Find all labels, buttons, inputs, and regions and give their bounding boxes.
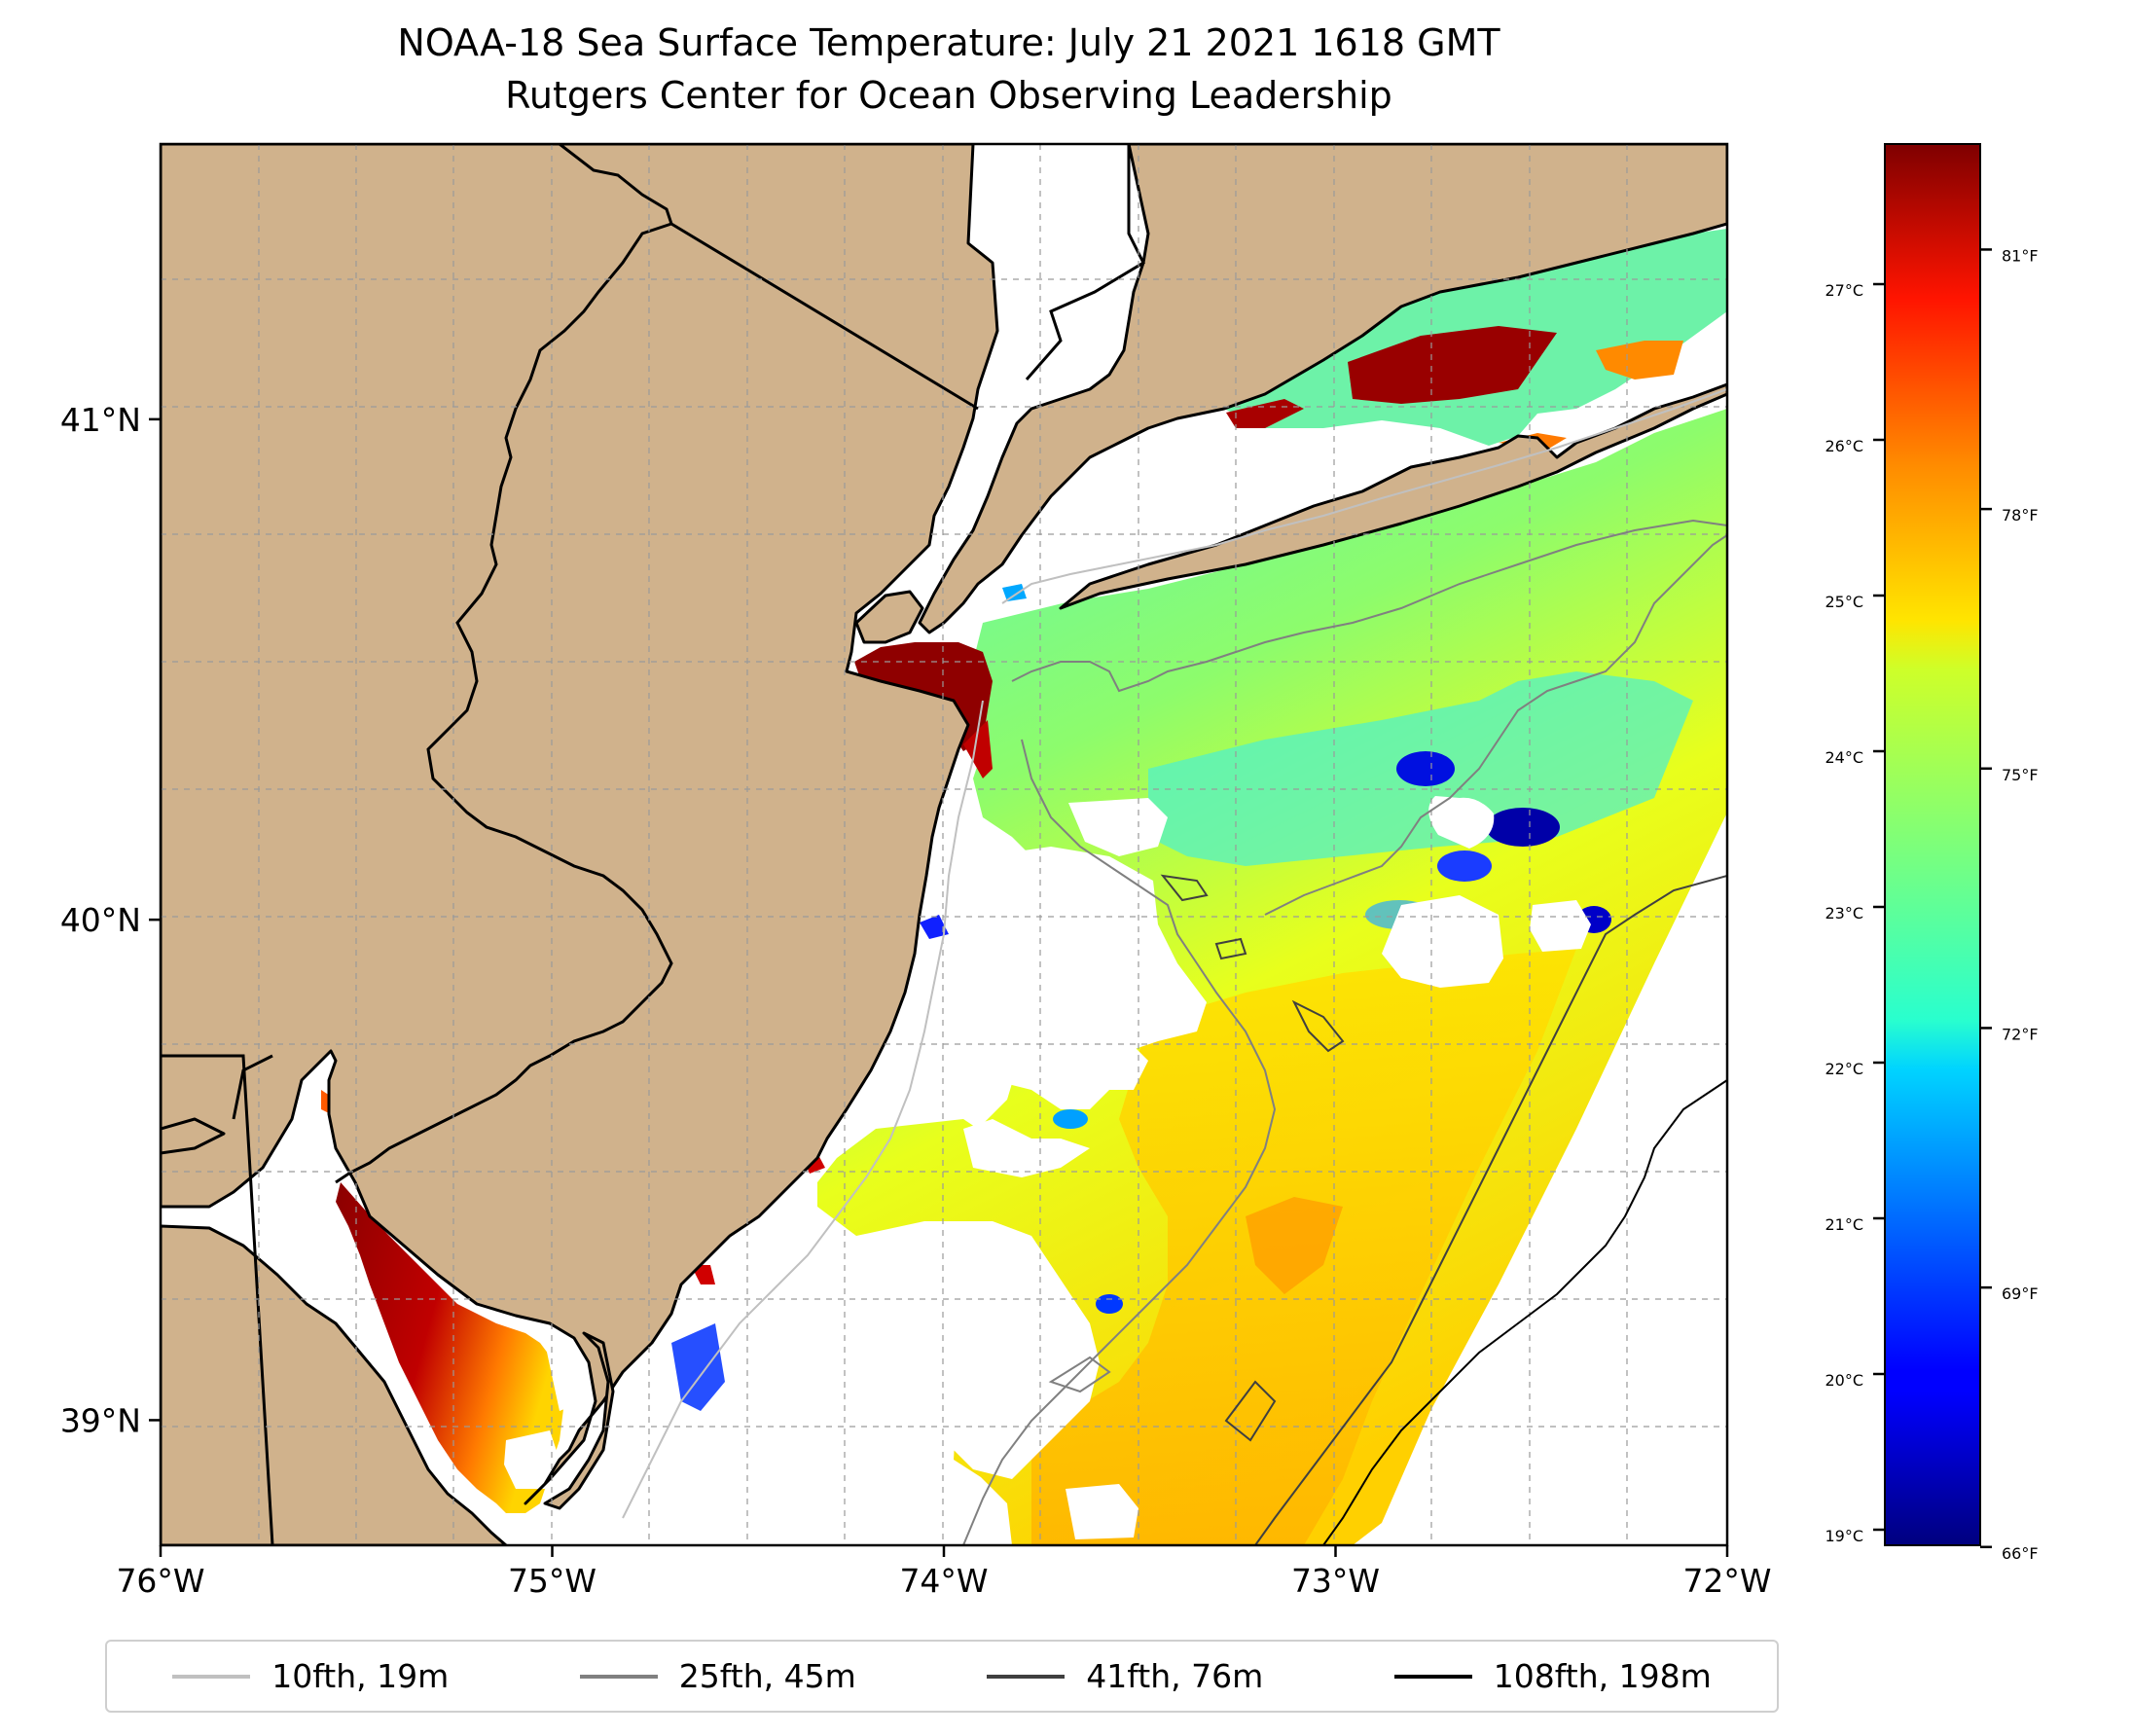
- isobath-contours: [622, 388, 1727, 1545]
- celsius-tick-label: 27°C: [1825, 281, 1863, 300]
- legend-entry: 41fth, 76m: [987, 1657, 1263, 1695]
- fahrenheit-tick-label: 75°F: [2002, 766, 2039, 784]
- legend-line-swatch: [1393, 1674, 1472, 1679]
- celsius-tick-label: 20°C: [1825, 1371, 1863, 1390]
- legend-label: 10fth, 19m: [271, 1657, 450, 1695]
- celsius-tick-label: 23°C: [1825, 904, 1863, 922]
- celsius-tick-label: 24°C: [1825, 748, 1863, 767]
- lon-tick-label: 75°W: [508, 1562, 596, 1600]
- lon-tick-label: 76°W: [116, 1562, 204, 1600]
- map-subtitle: Rutgers Center for Ocean Observing Leade…: [505, 74, 1392, 117]
- fahrenheit-tick-label: 78°F: [2002, 506, 2039, 524]
- celsius-tick-label: 19°C: [1825, 1527, 1863, 1545]
- legend-entry: 25fth, 45m: [579, 1657, 856, 1695]
- lat-tick-label: 39°N: [60, 1401, 141, 1439]
- colorbar-gradient: [1884, 143, 1981, 1546]
- fahrenheit-tick-label: 66°F: [2002, 1544, 2039, 1563]
- legend-label: 41fth, 76m: [1086, 1657, 1264, 1695]
- map-ticks: 76°W 75°W 74°W 73°W 72°W 41°N 40°N 39°N: [60, 401, 1772, 1600]
- fahrenheit-tick-label: 72°F: [2002, 1025, 2039, 1043]
- map-body: [161, 144, 1727, 1545]
- legend-label: 108fth, 198m: [1493, 1657, 1712, 1695]
- fahrenheit-tick-label: 69°F: [2002, 1284, 2039, 1303]
- celsius-tick-label: 21°C: [1825, 1215, 1863, 1234]
- colorbar-ticks: 19°C 20°C 21°C 22°C 23°C 24°C 25°C 26°C 27°C 66°F…: [1825, 246, 2038, 1562]
- legend-label: 25fth, 45m: [678, 1657, 856, 1695]
- sst-overlay: [321, 229, 1727, 1545]
- celsius-tick-label: 25°C: [1825, 593, 1863, 611]
- celsius-tick-label: 26°C: [1825, 437, 1863, 455]
- celsius-tick-label: 22°C: [1825, 1060, 1863, 1078]
- legend-entry: 108fth, 198m: [1393, 1657, 1712, 1695]
- map-title: NOAA-18 Sea Surface Temperature: July 21…: [397, 21, 1500, 64]
- temperature-colorbar: 19°C 20°C 21°C 22°C 23°C 24°C 25°C 26°C 27°C 66°F…: [1825, 143, 2039, 1563]
- graticule: [161, 144, 1727, 1545]
- lon-tick-label: 74°W: [899, 1562, 988, 1600]
- legend-line-swatch: [987, 1674, 1066, 1679]
- lon-tick-label: 73°W: [1291, 1562, 1380, 1600]
- fahrenheit-tick-label: 81°F: [2002, 246, 2039, 265]
- isobath-legend: 10fth, 19m 25fth, 45m 41fth, 76m 108fth, 19…: [105, 1640, 1779, 1713]
- lon-tick-label: 72°W: [1682, 1562, 1771, 1600]
- legend-entry: 10fth, 19m: [172, 1657, 449, 1695]
- legend-line-swatch: [579, 1674, 658, 1679]
- lat-tick-label: 41°N: [60, 401, 141, 439]
- legend-line-swatch: [172, 1674, 251, 1679]
- lat-tick-label: 40°N: [60, 901, 141, 939]
- state-boundaries: [161, 144, 1145, 1545]
